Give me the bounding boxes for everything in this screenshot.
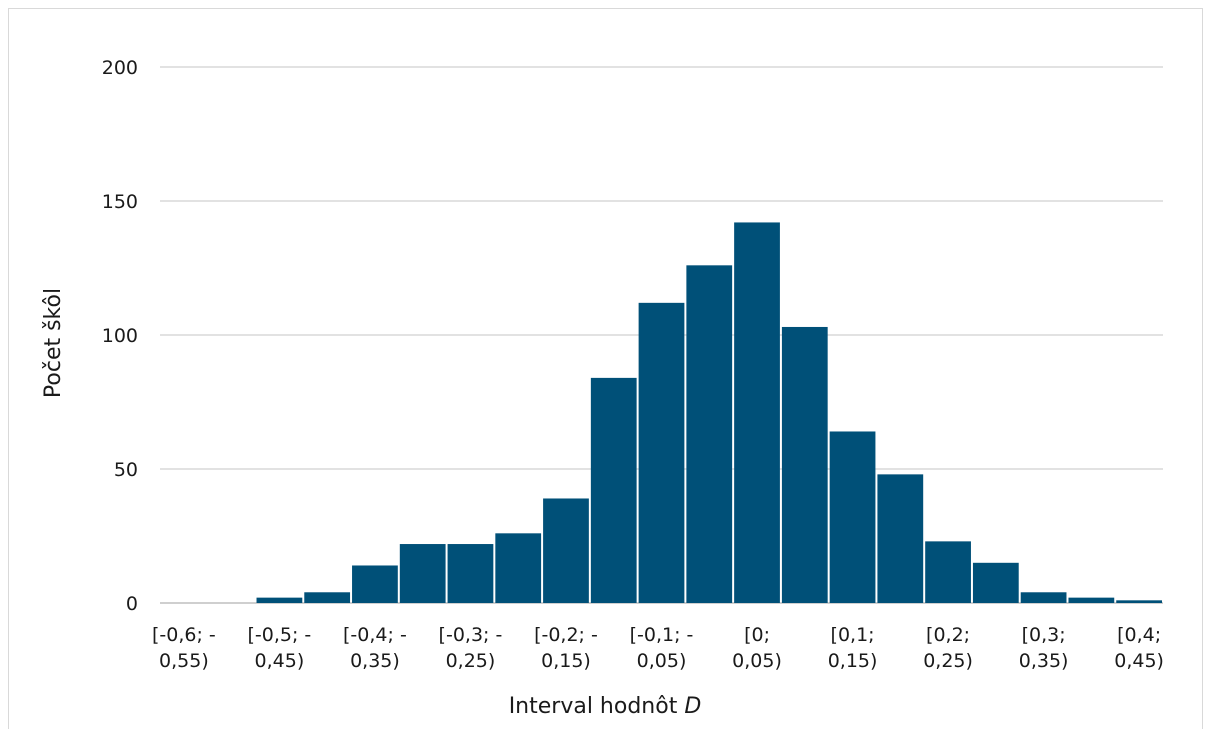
x-tick-label: [0,2; 0,25) — [923, 624, 973, 672]
x-tick-label-line: 0,45) — [255, 650, 305, 672]
bar — [877, 474, 924, 603]
x-tick-label-line: [-0,6; - — [152, 624, 216, 646]
x-tick-label-line: [-0,2; - — [534, 624, 598, 646]
x-tick-label: [-0,2; - 0,15) — [534, 624, 598, 672]
x-tick-label-line: [-0,3; - — [439, 624, 503, 646]
x-tick-label-line: 0,05) — [637, 650, 687, 672]
x-tick-label-line: [0,1; — [831, 624, 875, 646]
x-tick-label-line: [-0,5; - — [248, 624, 312, 646]
x-tick-labels: [-0,6; -0,55)[-0,5; -0,45)[-0,4; -0,35)[… — [152, 624, 1164, 672]
bar — [1020, 592, 1067, 603]
bar — [734, 222, 780, 603]
bar — [543, 498, 589, 603]
x-tick-label-line: 0,25) — [446, 650, 496, 672]
x-tick-label: [-0,3; - 0,25) — [439, 624, 503, 672]
bar — [590, 377, 637, 603]
y-axis-title: Počet škôl — [41, 288, 66, 398]
bar — [686, 265, 733, 603]
x-tick-label: [0,3; 0,35) — [1019, 624, 1069, 672]
bar — [352, 565, 398, 603]
x-tick-label-line: [0,3; — [1022, 624, 1066, 646]
bar — [638, 302, 685, 603]
x-tick-label-line: 0,35) — [350, 650, 400, 672]
x-tick-label-line: [-0,4; - — [343, 624, 407, 646]
chart-frame — [8, 8, 1203, 729]
x-tick-label: [-0,5; - 0,45) — [248, 624, 312, 672]
y-tick-label: 200 — [102, 57, 138, 79]
bar — [256, 597, 303, 603]
x-tick-label: [0,4; 0,45) — [1114, 624, 1164, 672]
x-tick-label: [-0,4; - 0,35) — [343, 624, 407, 672]
bar — [447, 544, 494, 603]
x-tick-label-line: [0; — [744, 624, 770, 646]
bars — [256, 222, 1162, 603]
x-tick-label-line: 0,05) — [732, 650, 782, 672]
x-tick-label-line: 0,25) — [923, 650, 973, 672]
x-tick-label: [0,1; 0,15) — [828, 624, 878, 672]
y-tick-label: 50 — [114, 459, 138, 481]
x-tick-label-line: [0,2; — [926, 624, 970, 646]
bar — [304, 592, 351, 603]
y-tick-label: 0 — [126, 593, 138, 615]
x-tick-label-line: [-0,1; - — [630, 624, 694, 646]
x-tick-label-line: 0,35) — [1019, 650, 1069, 672]
bar — [829, 431, 876, 603]
x-axis-title: Interval hodnôt D — [509, 694, 702, 719]
x-tick-label-line: 0,55) — [159, 650, 209, 672]
y-tick-label: 100 — [102, 325, 138, 347]
y-tick-labels: 0 50 100 150 200 — [102, 57, 138, 615]
x-tick-label: [-0,1; - 0,05) — [630, 624, 694, 672]
bar — [399, 544, 446, 603]
bar — [781, 326, 828, 603]
x-axis-title-text: Interval hodnôt — [509, 694, 678, 719]
x-tick-label-line: 0,15) — [541, 650, 591, 672]
x-tick-label: [-0,6; - 0,55) — [152, 624, 216, 672]
bar — [495, 533, 542, 603]
bar — [1116, 600, 1162, 603]
bar — [1068, 597, 1115, 603]
x-tick-label-line: 0,45) — [1114, 650, 1164, 672]
x-tick-label-line: 0,15) — [828, 650, 878, 672]
bar — [925, 541, 971, 603]
x-tick-label: [0; 0,05) — [732, 624, 782, 672]
y-tick-label: 150 — [102, 191, 138, 213]
x-axis-title-symbol: D — [684, 694, 701, 719]
x-tick-label-line: [0,4; — [1117, 624, 1161, 646]
bar — [972, 562, 1019, 603]
